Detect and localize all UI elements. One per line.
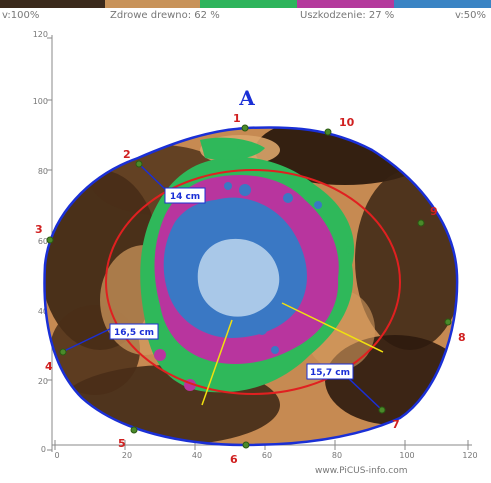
legend-segment-green <box>200 0 297 8</box>
legend-segment-dark <box>0 0 105 8</box>
distance-label-box: 15,7 cm <box>306 363 354 380</box>
distance-label-box: 16,5 cm <box>109 323 159 340</box>
north-arrow-icon: A <box>238 86 255 110</box>
distance-label: 16,5 cm <box>114 328 154 338</box>
y-tick-label: 100 <box>33 97 48 106</box>
light-blue-core <box>197 238 280 317</box>
distance-label: 14 cm <box>170 192 200 202</box>
legend-healthy-label: Zdrowe drewno: 62 % <box>110 10 220 21</box>
green-blob <box>200 137 265 160</box>
legend-segment-brown <box>105 0 200 8</box>
x-tick-label: 40 <box>192 451 202 460</box>
measure-point-label: 4 <box>45 360 53 373</box>
distance-label: 15,7 cm <box>310 368 350 378</box>
measurement-point-markers <box>46 124 452 449</box>
measure-point-label: 6 <box>230 453 238 466</box>
measure-point-label: 8 <box>458 331 466 344</box>
legend-right-value: v:50% <box>455 10 486 21</box>
measure-point-label: 10 <box>339 116 355 129</box>
legend-damage-label: Uszkodzenie: 27 % <box>300 10 395 21</box>
x-tick-label: 0 <box>54 451 59 460</box>
x-tick-label: 60 <box>262 451 272 460</box>
legend-left-value: v:100% <box>2 10 40 21</box>
legend-segment-blue <box>394 0 491 8</box>
measure-point-label: 3 <box>35 223 43 236</box>
measure-point-label: 9 <box>430 205 438 218</box>
y-tick-label: 80 <box>38 167 48 176</box>
x-tick-label: 120 <box>462 451 477 460</box>
color-legend-bar <box>0 0 491 8</box>
distance-lines <box>61 164 383 411</box>
measure-point-label: 1 <box>233 112 241 125</box>
measure-point-label: 5 <box>118 437 126 450</box>
y-tick-label: 20 <box>38 377 48 386</box>
y-tick-label: 40 <box>38 307 48 316</box>
y-tick-label: 60 <box>38 237 48 246</box>
measure-point-label: 7 <box>392 418 400 431</box>
inner-reference-ellipse <box>105 169 401 395</box>
y-tick-label: 120 <box>33 30 48 39</box>
measure-point-label: 2 <box>123 148 131 161</box>
x-tick-label: 20 <box>122 451 132 460</box>
x-tick-label: 100 <box>399 451 414 460</box>
distance-label-box: 14 cm <box>164 187 206 204</box>
yellow-measure-lines <box>201 302 384 406</box>
legend-segment-magenta <box>297 0 394 8</box>
y-tick-label: 0 <box>41 445 46 454</box>
credit-text: www.PiCUS-info.com <box>315 466 408 476</box>
x-tick-label: 80 <box>332 451 342 460</box>
